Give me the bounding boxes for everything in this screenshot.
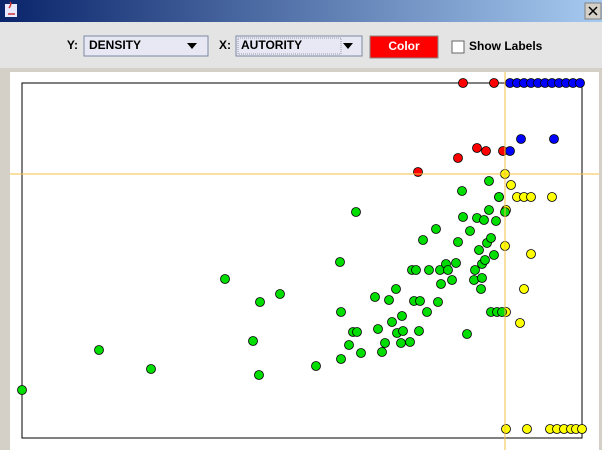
point <box>481 146 491 156</box>
point <box>486 233 496 243</box>
point <box>577 424 587 434</box>
point <box>146 364 156 374</box>
point <box>476 284 486 294</box>
point <box>443 265 453 275</box>
point <box>484 176 494 186</box>
app-icon <box>5 1 17 17</box>
x-combo[interactable]: AUTORITY <box>235 35 363 57</box>
point <box>351 207 361 217</box>
point <box>94 345 104 355</box>
color-button-label: Color <box>388 39 420 53</box>
show-labels-checkbox[interactable]: Show Labels <box>451 39 543 54</box>
point <box>526 192 536 202</box>
close-button[interactable] <box>584 2 602 20</box>
point <box>311 361 321 371</box>
point <box>380 338 390 348</box>
point <box>255 297 265 307</box>
point <box>501 424 511 434</box>
point <box>453 153 463 163</box>
point <box>522 424 532 434</box>
point <box>411 265 421 275</box>
point <box>370 292 380 302</box>
x-label: X: <box>219 38 231 52</box>
point <box>373 324 383 334</box>
point <box>451 258 461 268</box>
y-combo-value: DENSITY <box>89 38 141 52</box>
y-combo[interactable]: DENSITY <box>83 35 209 57</box>
point <box>424 265 434 275</box>
point <box>549 134 559 144</box>
point <box>398 326 408 336</box>
point <box>474 245 484 255</box>
point <box>433 297 443 307</box>
point <box>479 215 489 225</box>
point <box>377 347 387 357</box>
point <box>413 167 423 177</box>
point <box>457 186 467 196</box>
point <box>17 385 27 395</box>
checkbox-label: Show Labels <box>469 39 543 53</box>
point <box>477 273 487 283</box>
point <box>248 336 258 346</box>
point <box>384 295 394 305</box>
point <box>344 340 354 350</box>
point <box>462 329 472 339</box>
point <box>453 237 463 247</box>
point <box>506 180 516 190</box>
point <box>397 311 407 321</box>
point <box>470 265 480 275</box>
point <box>472 143 482 153</box>
point <box>275 289 285 299</box>
x-combo-value: AUTORITY <box>241 38 302 52</box>
point <box>336 354 346 364</box>
point <box>516 134 526 144</box>
point <box>458 78 468 88</box>
point <box>519 284 529 294</box>
point <box>415 296 425 306</box>
plot-frame <box>21 82 583 439</box>
point <box>469 275 479 285</box>
point <box>480 255 490 265</box>
point <box>547 192 557 202</box>
color-button[interactable]: Color <box>369 35 439 59</box>
point <box>414 326 424 336</box>
point <box>458 212 468 222</box>
point <box>220 274 230 284</box>
point <box>526 249 536 259</box>
point <box>489 78 499 88</box>
point <box>336 307 346 317</box>
point <box>484 205 494 215</box>
title-bar <box>0 0 602 22</box>
point <box>489 250 499 260</box>
point <box>497 307 507 317</box>
point <box>356 348 366 358</box>
point <box>515 318 525 328</box>
point <box>575 78 585 88</box>
point <box>422 307 432 317</box>
y-label: Y: <box>67 38 78 52</box>
point <box>465 226 475 236</box>
point <box>447 275 457 285</box>
point <box>491 216 501 226</box>
point <box>431 224 441 234</box>
point <box>405 337 415 347</box>
point <box>391 284 401 294</box>
point <box>436 279 446 289</box>
point <box>418 235 428 245</box>
point <box>396 338 406 348</box>
point <box>387 317 397 327</box>
point <box>352 327 362 337</box>
point <box>505 146 515 156</box>
point <box>254 370 264 380</box>
plot-panel <box>10 72 599 450</box>
point <box>494 192 504 202</box>
point <box>335 257 345 267</box>
